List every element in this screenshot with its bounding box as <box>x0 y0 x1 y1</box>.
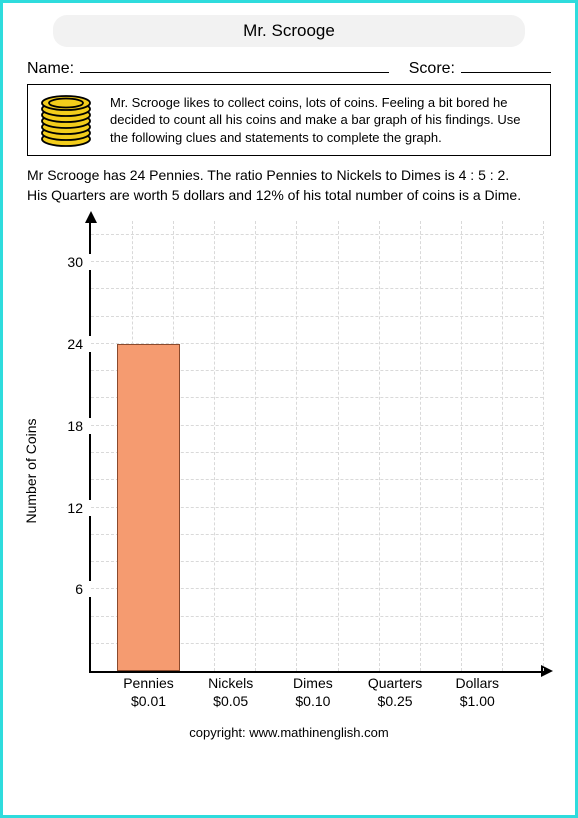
score-label: Score: <box>409 60 455 78</box>
grid-line-v <box>214 221 215 671</box>
x-category-label: Nickels$0.05 <box>208 671 253 710</box>
clue-text: Mr Scrooge has 24 Pennies. The ratio Pen… <box>27 166 551 205</box>
grid-line-v <box>543 221 544 671</box>
worksheet-title: Mr. Scrooge <box>53 15 525 47</box>
y-axis-label: Number of Coins <box>23 419 39 524</box>
y-tick-label: 18 <box>67 418 91 434</box>
grid-line-v <box>461 221 462 671</box>
y-tick-label: 12 <box>67 500 91 516</box>
name-label: Name: <box>27 60 74 78</box>
bar-chart: Number of Coins 612182430Pennies$0.01Nic… <box>43 221 543 721</box>
grid-line-v <box>420 221 421 671</box>
x-category-label: Quarters$0.25 <box>368 671 422 710</box>
grid-line-h <box>91 234 543 235</box>
name-blank[interactable] <box>80 57 389 73</box>
y-axis-arrow-icon <box>85 211 97 223</box>
intro-text: Mr. Scrooge likes to collect coins, lots… <box>110 94 542 147</box>
bar-pennies <box>117 344 180 671</box>
grid-line-v <box>338 221 339 671</box>
y-tick-label: 30 <box>67 254 91 270</box>
name-score-row: Name: Score: <box>27 57 551 78</box>
clue-line-2: His Quarters are worth 5 dollars and 12%… <box>27 186 551 206</box>
grid-line-h <box>91 316 543 317</box>
grid-line-v <box>379 221 380 671</box>
y-tick-label: 6 <box>75 581 91 597</box>
grid-line-v <box>502 221 503 671</box>
x-category-label: Dollars$1.00 <box>455 671 499 710</box>
grid-line-h <box>91 288 543 289</box>
copyright-text: copyright: www.mathinenglish.com <box>23 725 555 740</box>
clue-line-1: Mr Scrooge has 24 Pennies. The ratio Pen… <box>27 166 551 186</box>
intro-box: Mr. Scrooge likes to collect coins, lots… <box>27 84 551 156</box>
y-tick-label: 24 <box>67 336 91 352</box>
x-category-label: Pennies$0.01 <box>123 671 174 710</box>
grid-line-v <box>255 221 256 671</box>
x-category-label: Dimes$0.10 <box>293 671 333 710</box>
grid-line-h <box>91 261 543 262</box>
grid-line-v <box>296 221 297 671</box>
plot-area: 612182430Pennies$0.01Nickels$0.05Dimes$0… <box>89 221 543 673</box>
coin-stack-icon <box>36 91 100 149</box>
score-blank[interactable] <box>461 57 551 73</box>
